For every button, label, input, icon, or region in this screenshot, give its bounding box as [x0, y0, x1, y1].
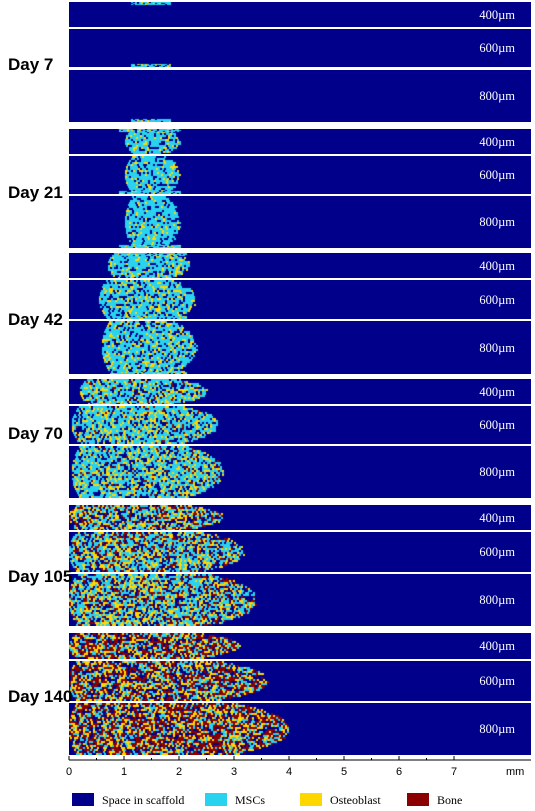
- day-label: Day 105: [8, 567, 73, 586]
- legend-swatch-bone: [407, 793, 429, 806]
- scaffold-panel: 400µm: [69, 379, 531, 404]
- scaffold-panel: 400µm: [69, 633, 531, 659]
- cell-distribution: [69, 532, 531, 572]
- cell-distribution: [69, 253, 531, 278]
- scaffold-panel: 600µm: [69, 29, 531, 67]
- x-axis-tick-label: 3: [230, 766, 238, 778]
- cell-distribution: [69, 633, 531, 659]
- scaffold-panel: 800µm: [69, 446, 531, 498]
- legend-label-osteoblast: Osteoblast: [330, 793, 381, 807]
- cell-distribution: [69, 156, 531, 194]
- x-axis-unit: mm: [506, 766, 525, 778]
- x-axis-ticks: [68, 756, 455, 760]
- scaffold-panel: 400µm: [69, 505, 531, 530]
- day-label: Day 21: [8, 183, 63, 202]
- scaffold-panel: 400µm: [69, 129, 531, 154]
- legend-label-bone: Bone: [437, 793, 463, 807]
- scaffold-panel: 400µm: [69, 253, 531, 278]
- day-label: Day 140: [8, 687, 73, 706]
- cell-distribution: [69, 29, 531, 67]
- x-axis-tick-label: 7: [450, 766, 458, 778]
- scaffold-panel: 800µm: [69, 70, 531, 122]
- x-axis-tick-label: 5: [340, 766, 348, 778]
- scaffold-panel: 400µm: [69, 2, 531, 27]
- scaffold-panel: 600µm: [69, 532, 531, 572]
- scaffold-panel: 600µm: [69, 661, 531, 701]
- cell-distribution: [69, 446, 531, 498]
- cell-distribution: [69, 379, 531, 404]
- cell-distribution: [69, 321, 531, 374]
- cell-distribution: [69, 703, 531, 755]
- x-axis-tick-label: 0: [65, 766, 73, 778]
- cell-distribution: [69, 129, 531, 154]
- cell-distribution: [69, 574, 531, 626]
- day-label: Day 70: [8, 424, 63, 443]
- scaffold-panel: 600µm: [69, 156, 531, 194]
- legend-swatch-mscs: [205, 793, 227, 806]
- x-axis-svg: [68, 756, 531, 761]
- cell-distribution: [69, 661, 531, 701]
- legend-label-mscs: MSCs: [235, 793, 266, 807]
- legend: Space in scaffold MSCs Osteoblast Bone: [0, 790, 535, 811]
- x-axis-tick-label: 1: [120, 766, 128, 778]
- x-axis: 0 1 2 3 4 5 6 7 mm: [0, 740, 535, 790]
- x-axis-tick-label: 2: [175, 766, 183, 778]
- cell-distribution: [69, 2, 531, 27]
- scaffold-panel: 800µm: [69, 196, 531, 248]
- scaffold-panel: 800µm: [69, 574, 531, 626]
- cell-distribution: [69, 196, 531, 248]
- cell-distribution: [69, 70, 531, 122]
- cell-distribution: [69, 505, 531, 530]
- day-label: Day 42: [8, 310, 63, 329]
- x-axis-tick-label: 6: [395, 766, 403, 778]
- scaffold-panel: 600µm: [69, 406, 531, 444]
- legend-label-space: Space in scaffold: [102, 793, 185, 807]
- x-axis-tick-label: 4: [285, 766, 293, 778]
- day-label: Day 7: [8, 55, 54, 74]
- legend-swatch-space: [72, 793, 94, 806]
- cell-distribution: [69, 280, 531, 319]
- cell-distribution: [69, 406, 531, 444]
- legend-swatch-osteoblast: [300, 793, 322, 806]
- scaffold-panel: 800µm: [69, 321, 531, 374]
- scaffold-panel: 600µm: [69, 280, 531, 319]
